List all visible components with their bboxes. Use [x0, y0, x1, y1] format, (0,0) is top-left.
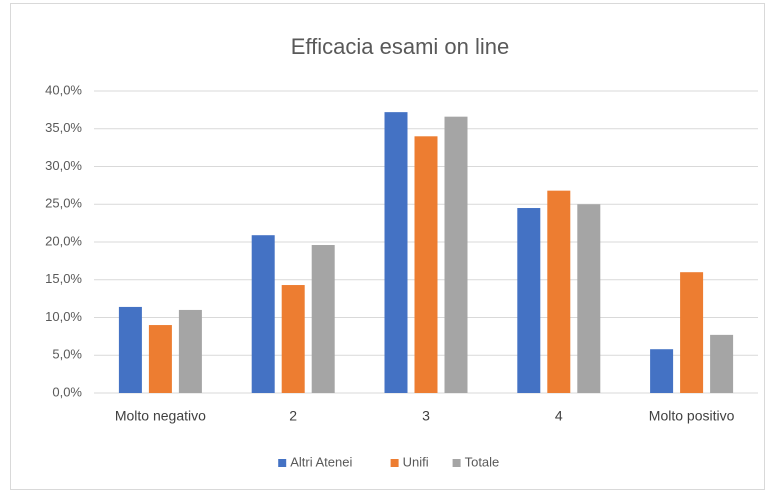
- y-tick-label: 15,0%: [45, 271, 82, 286]
- y-tick-label: 0,0%: [52, 384, 82, 399]
- bar: [178, 309, 202, 393]
- bar: [547, 190, 571, 393]
- bar: [444, 116, 468, 394]
- y-tick-label: 35,0%: [45, 120, 82, 135]
- bar: [384, 112, 408, 393]
- x-tick-label: 2: [289, 408, 297, 424]
- x-tick-label: Molto negativo: [115, 408, 206, 424]
- bar: [710, 334, 734, 393]
- legend-swatch: [452, 459, 461, 467]
- legend-label: Totale: [465, 454, 500, 469]
- y-tick-label: 25,0%: [45, 196, 82, 211]
- bar: [517, 208, 541, 393]
- y-tick-label: 10,0%: [45, 309, 82, 324]
- legend-label: Unifi: [403, 454, 429, 469]
- y-tick-label: 30,0%: [45, 158, 82, 173]
- y-tick-label: 40,0%: [45, 82, 82, 97]
- y-tick-label: 5,0%: [52, 347, 82, 362]
- bar: [577, 204, 601, 393]
- bar: [680, 272, 704, 393]
- legend-swatch: [390, 459, 399, 467]
- legend-label: Altri Atenei: [290, 454, 352, 469]
- x-tick-label: 4: [555, 408, 563, 424]
- bar: [148, 325, 172, 393]
- bar: [311, 245, 335, 393]
- bar: [414, 136, 438, 394]
- bar: [118, 306, 142, 393]
- bar: [251, 235, 275, 393]
- x-tick-label: 3: [422, 408, 430, 424]
- bar: [650, 349, 674, 393]
- bar: [281, 285, 305, 393]
- chart-title: Efficacia esami on line: [291, 34, 510, 59]
- legend-swatch: [278, 459, 287, 467]
- y-tick-label: 20,0%: [45, 233, 82, 248]
- x-tick-label: Molto positivo: [649, 408, 735, 424]
